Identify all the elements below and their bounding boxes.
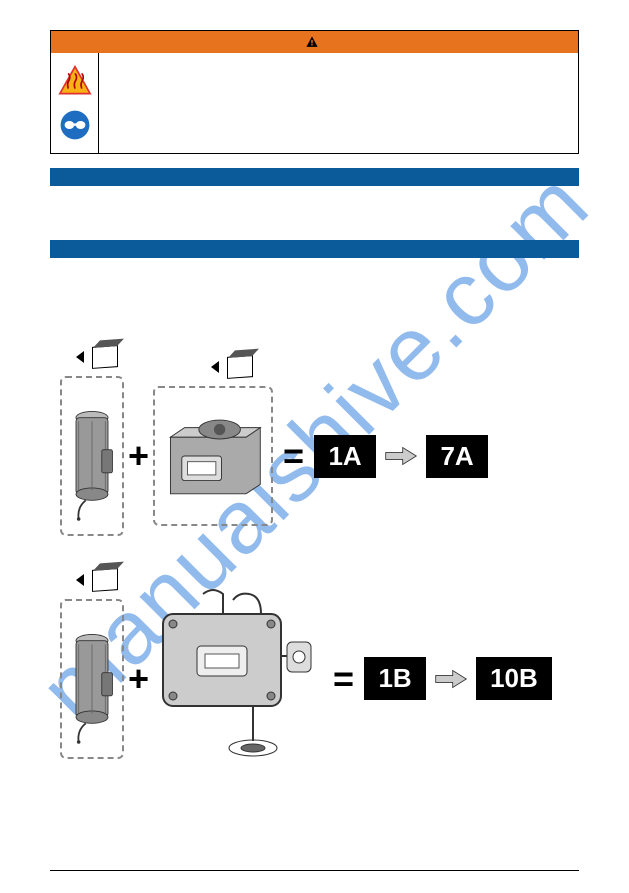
controller-component-a (153, 386, 273, 526)
section-content-1 (50, 190, 579, 228)
package-indicator-icon (70, 569, 118, 591)
sensor-component-b (60, 599, 124, 759)
footer-divider (50, 870, 579, 871)
step-badge-end-b: 10B (476, 657, 552, 700)
arrow-right-icon (384, 444, 418, 468)
package-indicator-icon (70, 346, 118, 368)
box-icon (227, 355, 253, 379)
sensor-component-a (60, 376, 124, 536)
warning-box (50, 30, 579, 154)
hot-surface-icon (58, 65, 92, 97)
config-row-a: + = 1A 7A (60, 376, 488, 536)
section-title-bar-2 (50, 240, 579, 258)
warning-triangle-icon (305, 35, 319, 49)
box-icon (92, 345, 118, 369)
page-content: + = 1A 7A (50, 30, 579, 860)
equals-operator: = (283, 435, 304, 477)
sensor-drawing (68, 621, 116, 751)
controller-drawing-compact (161, 406, 265, 506)
box-icon (92, 568, 118, 592)
plus-operator: + (128, 658, 149, 700)
equals-operator: = (333, 658, 354, 700)
warning-text-area (99, 53, 578, 153)
warning-icon-column (51, 53, 99, 153)
section-content-2 (50, 262, 579, 282)
package-indicator-icon (205, 356, 253, 378)
plus-operator: + (128, 435, 149, 477)
installation-diagram: + = 1A 7A (50, 296, 579, 816)
config-row-b: + (60, 586, 552, 771)
safety-goggles-icon (58, 109, 92, 141)
arrow-right-icon (434, 667, 468, 691)
warning-body (51, 53, 578, 153)
section-title-bar-1 (50, 168, 579, 186)
sensor-drawing (68, 398, 116, 528)
controller-drawing-mounted (153, 586, 323, 766)
step-badge-end-a: 7A (426, 435, 488, 478)
step-badge-start-a: 1A (314, 435, 376, 478)
step-badge-start-b: 1B (364, 657, 426, 700)
warning-header (51, 31, 578, 53)
